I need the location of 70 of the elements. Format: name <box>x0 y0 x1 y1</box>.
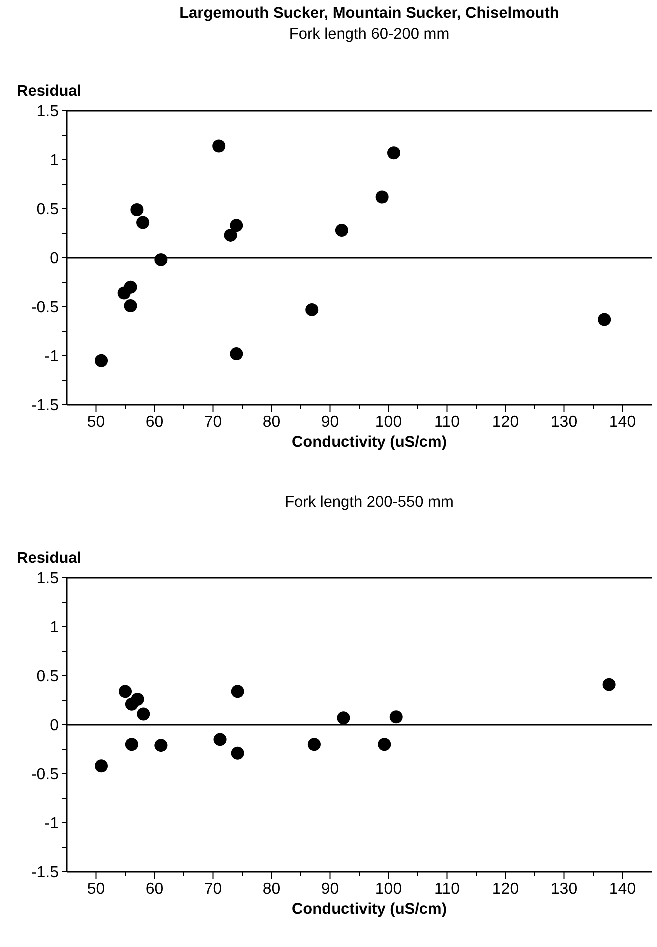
point <box>119 685 132 698</box>
point <box>390 710 403 724</box>
x-axis-title: Conductivity (uS/cm) <box>292 434 448 451</box>
point <box>214 733 227 746</box>
y-tick-label: -0.5 <box>31 766 60 784</box>
point <box>125 738 138 752</box>
point <box>95 760 108 773</box>
point <box>224 228 238 242</box>
point <box>335 224 348 238</box>
chart-title: Largemouth Sucker, Mountain Sucker, Chiselmouth <box>180 5 560 22</box>
point <box>388 146 401 160</box>
x-tick-label: 60 <box>146 881 164 898</box>
point <box>212 140 226 153</box>
point <box>231 746 244 760</box>
x-tick-label: 50 <box>87 414 106 431</box>
y-tick-label: 0.5 <box>36 668 60 686</box>
chart-subtitle: Fork length 200-550 mm <box>285 494 454 511</box>
point <box>337 712 350 725</box>
x-tick-label: 70 <box>204 414 222 431</box>
x-tick-label: 110 <box>434 414 460 431</box>
x-tick-label: 130 <box>550 881 578 898</box>
x-tick-label: 80 <box>262 881 281 898</box>
point <box>136 216 150 230</box>
y-tick-label: 0 <box>50 250 60 268</box>
point <box>598 313 612 326</box>
x-tick-label: 140 <box>609 881 636 898</box>
point <box>602 678 616 692</box>
point <box>154 739 168 752</box>
y-tick-label: 1 <box>50 152 60 170</box>
point <box>95 354 108 368</box>
x-tick-label: 50 <box>87 881 106 898</box>
y-tick-label: -0.5 <box>31 300 60 317</box>
x-tick-label: 90 <box>321 881 340 898</box>
y-tick-label: 1.5 <box>36 104 60 121</box>
point <box>230 219 244 232</box>
point <box>131 693 144 706</box>
y-tick-label: -1 <box>44 816 60 833</box>
x-tick-label: 90 <box>321 414 340 431</box>
y-axis-title: Residual <box>17 550 82 567</box>
x-tick-label: 80 <box>262 414 281 431</box>
point <box>130 203 144 216</box>
y-tick-label: 1 <box>50 620 60 637</box>
y-tick-label: -1 <box>44 348 60 366</box>
x-tick-label: 140 <box>609 414 636 431</box>
x-tick-label: 60 <box>146 414 164 431</box>
point <box>124 280 138 294</box>
y-tick-label: -1.5 <box>31 864 60 882</box>
x-tick-label: 120 <box>492 414 520 431</box>
point <box>306 303 319 316</box>
x-tick-label: 70 <box>204 881 222 898</box>
point <box>308 738 321 752</box>
point <box>230 348 244 361</box>
point <box>154 253 168 266</box>
chart-subtitle: Fork length 60-200 mm <box>289 26 450 43</box>
point <box>137 708 150 721</box>
x-tick-label: 100 <box>375 881 402 898</box>
y-tick-label: 1.5 <box>36 570 60 588</box>
point <box>124 300 138 313</box>
point <box>378 738 392 752</box>
point <box>376 190 389 204</box>
y-axis-title: Residual <box>17 83 82 100</box>
y-tick-label: 0.5 <box>36 202 60 219</box>
y-tick-label: -1.5 <box>31 398 60 415</box>
x-tick-label: 110 <box>434 881 460 898</box>
x-tick-label: 100 <box>375 414 402 431</box>
x-tick-label: 120 <box>492 881 520 898</box>
x-tick-label: 130 <box>550 414 578 431</box>
y-tick-label: 0 <box>50 718 60 735</box>
point <box>231 685 244 698</box>
x-axis-title: Conductivity (uS/cm) <box>292 901 448 918</box>
